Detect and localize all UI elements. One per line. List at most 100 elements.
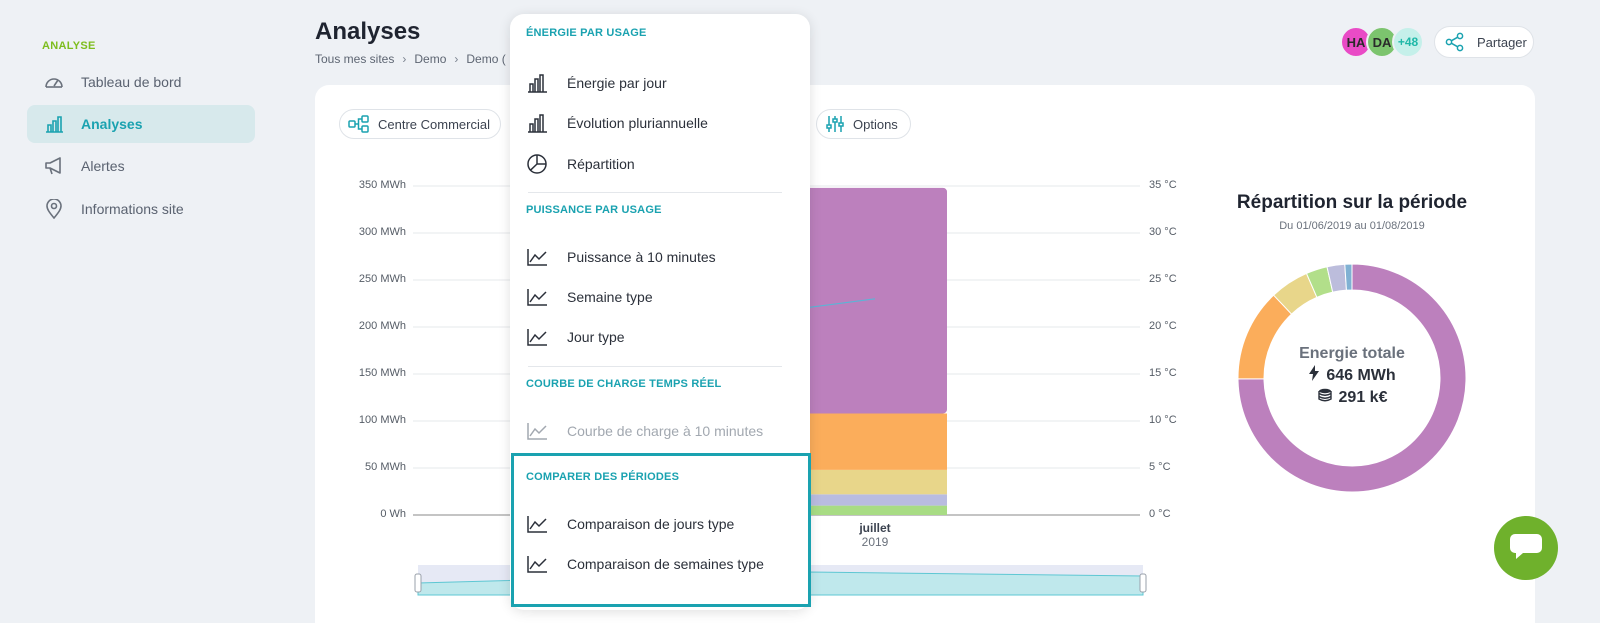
y-right-tick-label: 30 °C: [1149, 226, 1177, 238]
line-chart-icon: [526, 554, 550, 574]
sidebar-item-label: Alertes: [81, 158, 125, 174]
menu-section-title: PUISSANCE PAR USAGE: [526, 204, 662, 216]
highlight-compare-periods: [511, 453, 811, 607]
megaphone-icon: [43, 155, 65, 177]
y-left-tick-label: 0 Wh: [380, 508, 406, 520]
menu-item-label: Comparaison de semaines type: [567, 556, 764, 572]
menu-divider: [528, 192, 782, 193]
coins-icon: [1317, 388, 1333, 407]
sidebar-item-label: Informations site: [81, 201, 184, 217]
menu-divider: [528, 366, 782, 367]
menu-item-label: Énergie par jour: [567, 75, 667, 91]
y-right-tick-label: 15 °C: [1149, 367, 1177, 379]
breadcrumb-item[interactable]: Demo (: [466, 52, 506, 66]
y-right-tick-label: 0 °C: [1149, 508, 1171, 520]
menu-item-repartition[interactable]: Répartition: [526, 149, 786, 179]
options-button[interactable]: Options: [816, 109, 911, 139]
donut-subtitle: Du 01/06/2019 au 01/08/2019: [1279, 220, 1425, 232]
menu-section-title: COURBE DE CHARGE TEMPS RÉEL: [526, 378, 722, 390]
share-button[interactable]: Partager: [1434, 26, 1534, 58]
y-left-tick-label: 150 MWh: [358, 367, 406, 379]
menu-item-jour-type[interactable]: Jour type: [526, 322, 786, 352]
sidebar-item-label: Analyses: [81, 116, 143, 132]
pie-chart-icon: [526, 153, 550, 175]
page-title: Analyses: [315, 18, 421, 45]
line-chart-icon: [526, 327, 550, 347]
sidebar: ANALYSE Tableau de bord Analyses Alertes…: [0, 0, 290, 623]
y-right-tick-label: 5 °C: [1149, 461, 1171, 473]
bar-chart-icon: [526, 73, 550, 93]
bar-segment: [803, 187, 947, 414]
x-tick-year: 2019: [861, 535, 889, 549]
y-left-tick-label: 50 MWh: [365, 461, 406, 473]
menu-section-title: COMPARER DES PÉRIODES: [526, 471, 680, 483]
gauge-icon: [43, 71, 65, 93]
energy-donut-chart: [1237, 263, 1467, 493]
y-right-tick-label: 25 °C: [1149, 273, 1177, 285]
bar-chart-icon: [43, 113, 65, 135]
menu-item-label: Évolution pluriannuelle: [567, 115, 708, 131]
menu-item-comparaison-semaines-type[interactable]: Comparaison de semaines type: [526, 549, 786, 579]
donut-slice: [1237, 263, 1467, 493]
menu-item-evolution-pluriannuelle[interactable]: Évolution pluriannuelle: [526, 108, 786, 138]
options-label: Options: [853, 116, 898, 132]
x-tick-month: juillet: [859, 521, 891, 535]
energy-total-value: 646 MWh: [1326, 366, 1396, 384]
breadcrumb-item[interactable]: Tous mes sites: [315, 52, 395, 66]
menu-item-label: Répartition: [567, 156, 635, 172]
y-right-tick-label: 10 °C: [1149, 414, 1177, 426]
menu-item-energie-par-jour[interactable]: Énergie par jour: [526, 68, 786, 98]
donut-slice: [1344, 263, 1353, 291]
temperature-line: [802, 298, 876, 309]
collaborators: HA DA +48: [1340, 26, 1424, 58]
y-right-tick-label: 35 °C: [1149, 179, 1177, 191]
site-tree-icon: [348, 115, 370, 133]
line-chart-icon: [526, 421, 550, 441]
menu-item-comparaison-jours-type[interactable]: Comparaison de jours type: [526, 509, 786, 539]
bar-segment: [803, 413, 947, 470]
analysis-type-menu: ÉNERGIE PAR USAGE Énergie par jour Évolu…: [510, 14, 810, 610]
menu-section-title: ÉNERGIE PAR USAGE: [526, 27, 647, 39]
x-axis-tick: juillet 2019: [845, 521, 905, 549]
bar-chart-icon: [526, 113, 550, 133]
cost-total-value: 291 k€: [1338, 388, 1388, 406]
line-chart-icon: [526, 514, 550, 534]
sidebar-item-label: Tableau de bord: [81, 74, 182, 90]
bar-segment: [803, 494, 947, 506]
chat-bubble-icon: [1509, 531, 1543, 566]
site-selector-label: Centre Commercial: [378, 116, 490, 132]
line-chart-icon: [526, 287, 550, 307]
menu-item-label: Jour type: [567, 329, 625, 345]
sidebar-item-dashboard[interactable]: Tableau de bord: [27, 63, 255, 101]
chevron-right-icon: ›: [402, 52, 407, 66]
breadcrumb-item[interactable]: Demo: [414, 52, 447, 66]
y-left-tick-label: 100 MWh: [358, 414, 406, 426]
chevron-right-icon: ›: [454, 52, 459, 66]
menu-item-puissance-10-minutes[interactable]: Puissance à 10 minutes: [526, 242, 786, 272]
menu-item-label: Comparaison de jours type: [567, 516, 735, 532]
sliders-icon: [825, 114, 845, 134]
navigator-handle-right: [1139, 573, 1147, 593]
bar-segment: [803, 469, 947, 495]
menu-item-semaine-type[interactable]: Semaine type: [526, 282, 786, 312]
sidebar-item-informations-site[interactable]: Informations site: [27, 190, 255, 228]
y-right-tick-label: 20 °C: [1149, 320, 1177, 332]
site-selector-button[interactable]: Centre Commercial: [339, 109, 501, 139]
menu-item-courbe-de-charge: Courbe de charge à 10 minutes: [526, 416, 786, 446]
donut-center: Energie totale 646 MWh 291 k€: [1262, 345, 1442, 407]
y-left-tick-label: 350 MWh: [358, 179, 406, 191]
menu-item-label: Puissance à 10 minutes: [567, 249, 716, 265]
navigator-handle-left: [414, 573, 422, 593]
line-chart-icon: [526, 247, 550, 267]
sidebar-item-alertes[interactable]: Alertes: [27, 147, 255, 185]
y-left-tick-label: 250 MWh: [358, 273, 406, 285]
chat-button[interactable]: [1494, 516, 1558, 580]
share-label: Partager: [1477, 34, 1527, 50]
location-pin-icon: [43, 198, 65, 220]
breadcrumb: Tous mes sites › Demo › Demo (: [315, 52, 506, 66]
avatar-more-count[interactable]: +48: [1392, 26, 1424, 58]
bar-segment: [803, 505, 947, 515]
y-left-tick-label: 300 MWh: [358, 226, 406, 238]
sidebar-item-analyses[interactable]: Analyses: [27, 105, 255, 143]
donut-title: Répartition sur la période: [1236, 192, 1468, 213]
